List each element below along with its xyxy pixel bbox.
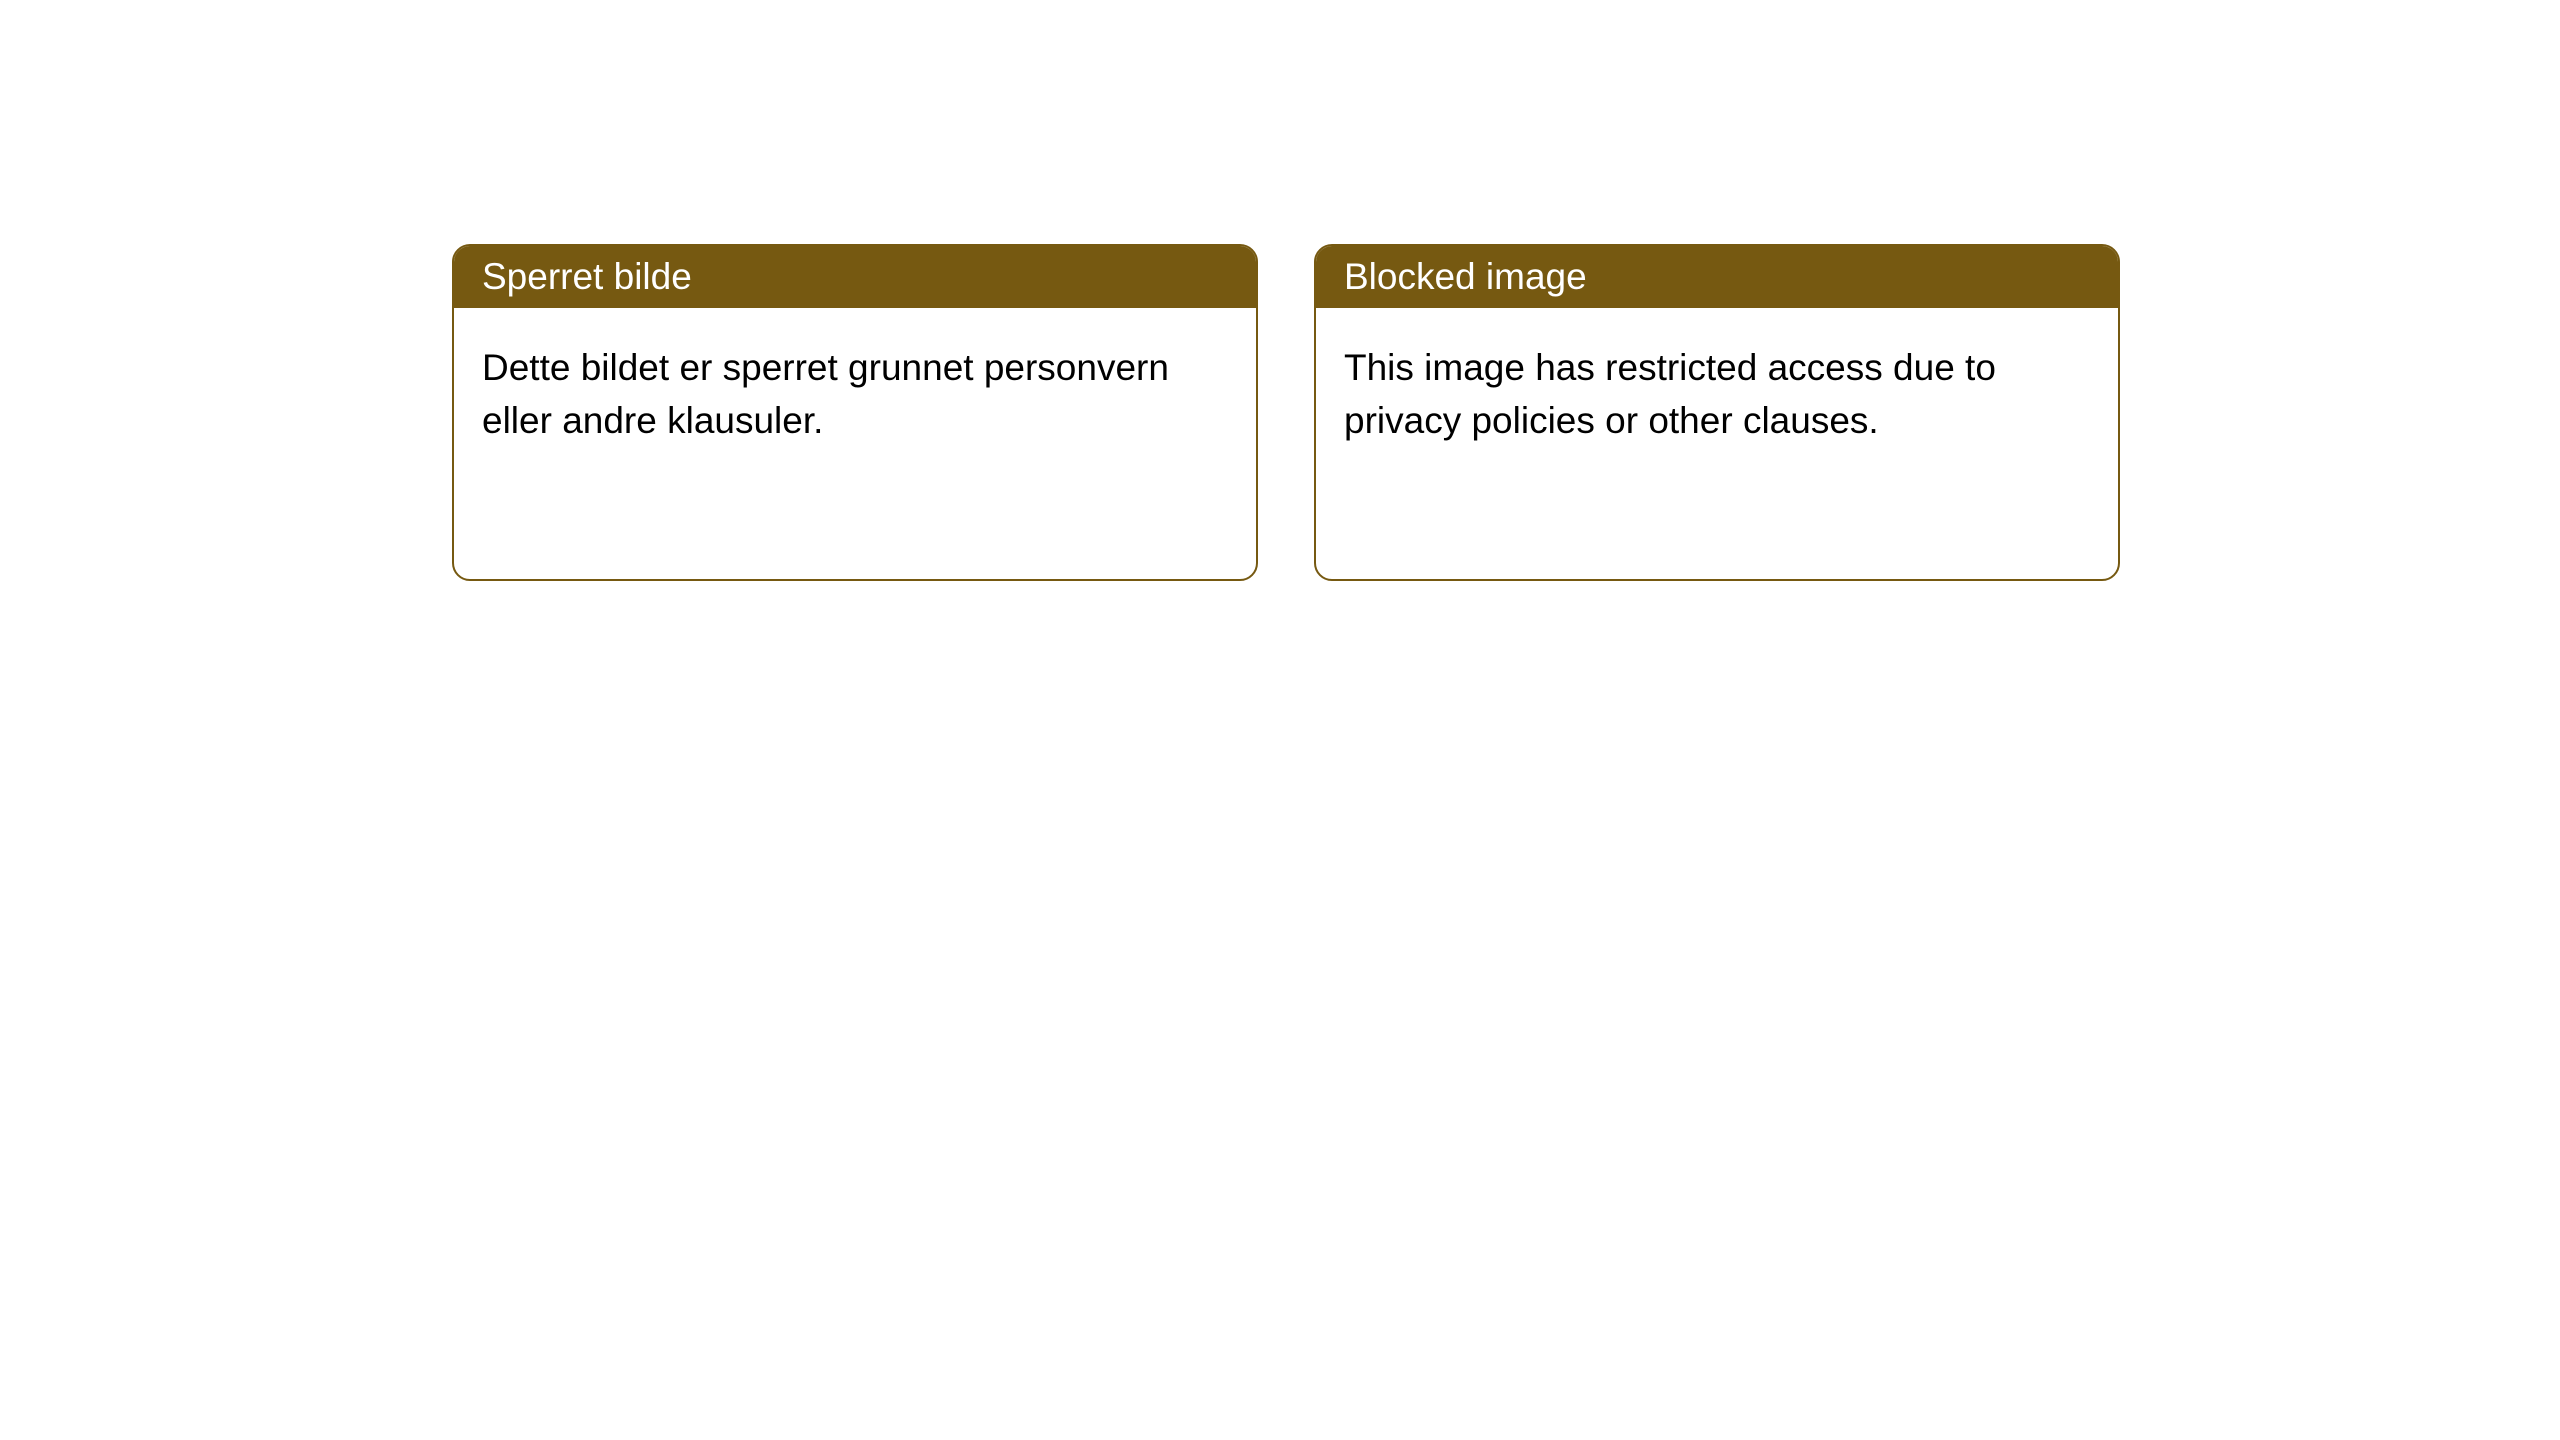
notice-header: Blocked image [1316, 246, 2118, 308]
notice-container: Sperret bilde Dette bildet er sperret gr… [452, 244, 2120, 581]
notice-body: This image has restricted access due to … [1316, 308, 2118, 481]
notice-box-english: Blocked image This image has restricted … [1314, 244, 2120, 581]
notice-body: Dette bildet er sperret grunnet personve… [454, 308, 1256, 481]
notice-header: Sperret bilde [454, 246, 1256, 308]
notice-box-norwegian: Sperret bilde Dette bildet er sperret gr… [452, 244, 1258, 581]
